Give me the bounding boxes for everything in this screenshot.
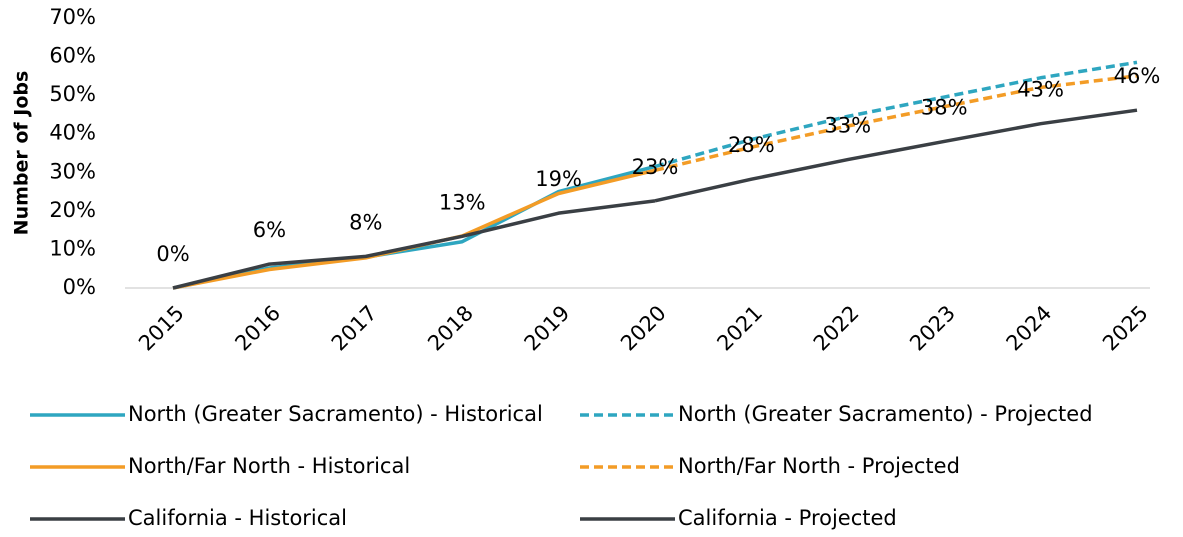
legend-label: North (Greater Sacramento) - Historical [128,402,543,426]
x-tick-label: 2015 [134,301,189,356]
y-tick-label: 60% [49,44,96,68]
x-tick-label: 2017 [327,301,382,356]
x-tick-label: 2023 [905,301,960,356]
series-line [654,60,1138,169]
y-tick-label: 50% [49,82,96,106]
x-tick-label: 2018 [423,301,478,356]
y-tick-label: 30% [49,159,96,183]
x-tick-label: 2025 [1098,301,1153,356]
x-tick-label: 2024 [1002,301,1057,356]
data-label: 46% [1114,64,1161,88]
y-tick-label: 40% [49,121,96,145]
series-line [654,108,1138,203]
data-label: 23% [632,155,679,179]
data-label: 0% [156,242,189,266]
data-label: 6% [253,218,286,242]
data-label: 43% [1017,78,1064,102]
data-label: 28% [728,133,775,157]
data-label: 13% [439,190,486,214]
data-label: 33% [824,114,871,138]
legend-label: North/Far North - Historical [128,454,410,478]
x-tick-label: 2022 [809,301,864,356]
x-tick-label: 2021 [712,301,767,356]
legend-label: California - Historical [128,506,347,530]
legend-label: North (Greater Sacramento) - Projected [678,402,1093,426]
data-label: 19% [535,167,582,191]
y-axis-label: Number of Jobs [11,71,33,236]
legend-label: North/Far North - Projected [678,454,960,478]
x-tick-label: 2019 [520,301,575,356]
y-tick-label: 10% [49,236,96,260]
series-line [172,199,656,290]
x-tick-label: 2016 [230,301,285,356]
x-tick-label: 2020 [616,301,671,356]
legend-label: California - Projected [678,506,897,530]
data-label: 38% [921,95,968,119]
y-tick-label: 0% [63,275,96,299]
series-line [654,74,1138,173]
y-tick-label: 70% [49,5,96,29]
data-label: 8% [349,210,382,234]
y-tick-label: 20% [49,198,96,222]
